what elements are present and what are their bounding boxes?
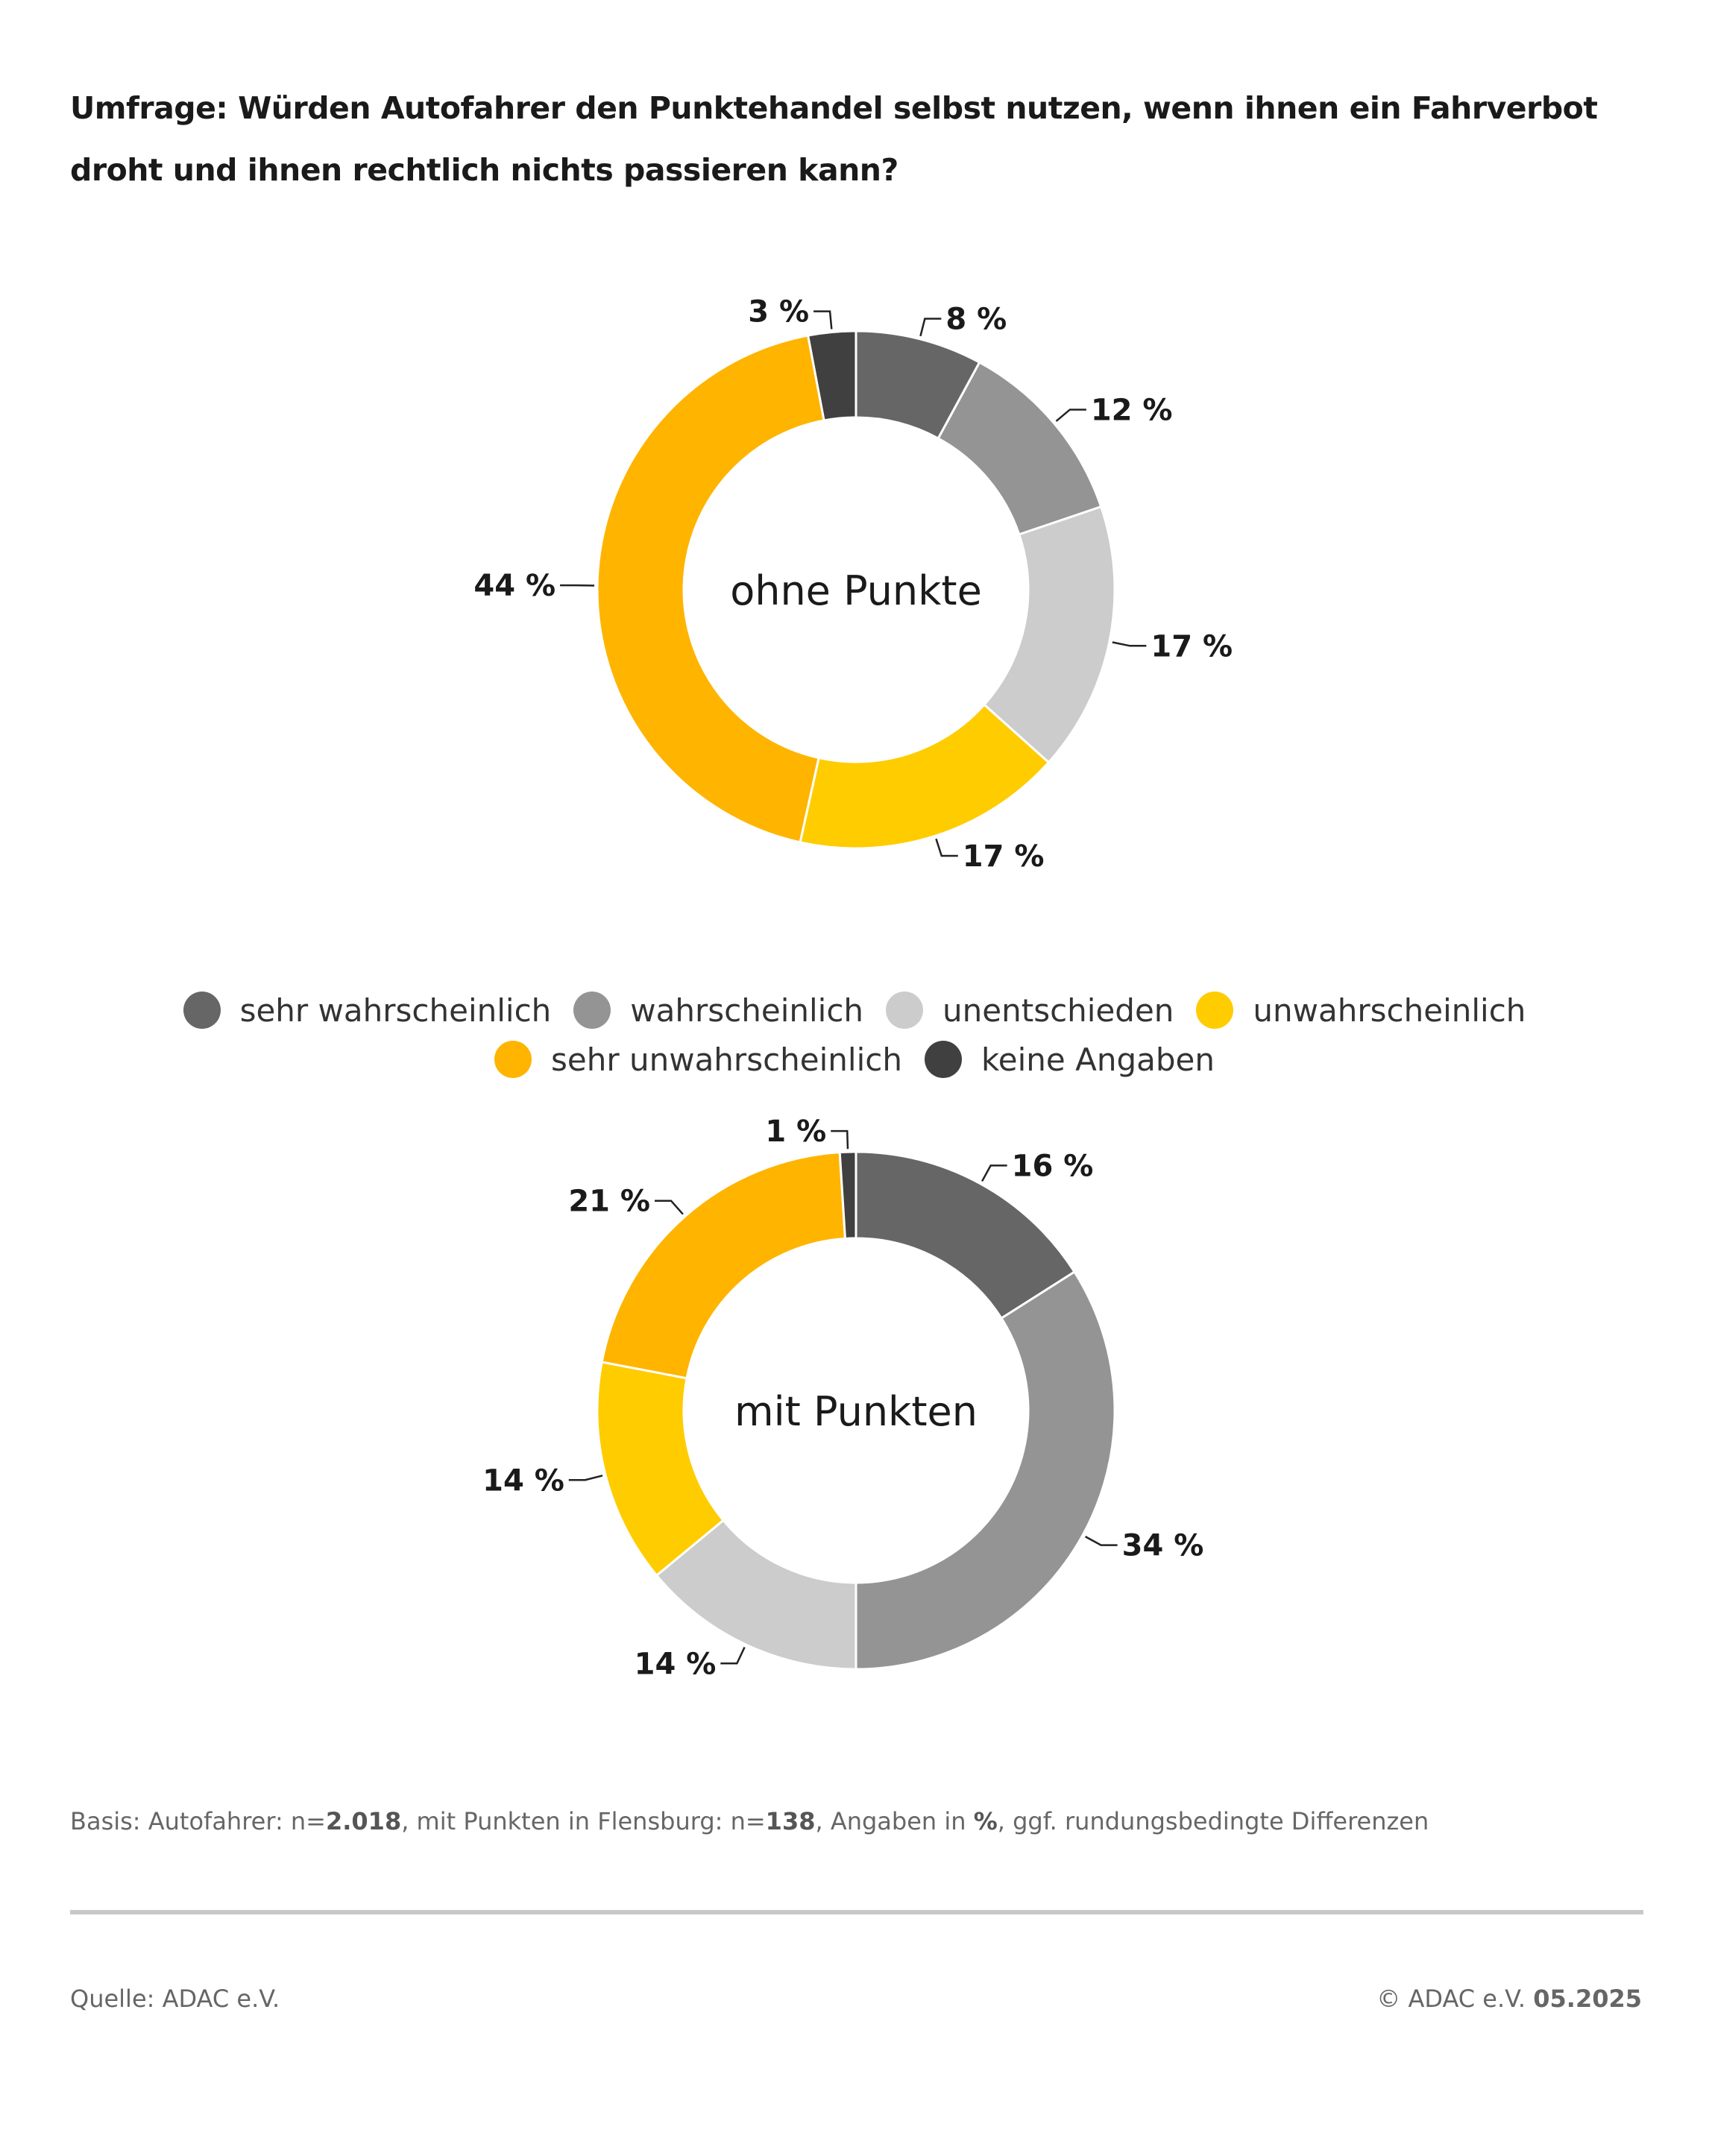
legend-item: keine Angaben [924, 1041, 1215, 1078]
legend-swatch [886, 992, 924, 1029]
donut-slice [596, 334, 825, 844]
leader-line [981, 1164, 1007, 1182]
legend-label: sehr unwahrscheinlich [551, 1041, 902, 1078]
donut-chart-ohne-punkte: 8 % 12 % 17 % 17 % 44 % 3 % ohne Punkte [473, 295, 1233, 874]
donut-slice [838, 1150, 857, 1241]
data-label: 14 % [482, 1463, 564, 1498]
donut-center-label: ohne Punkte [730, 567, 982, 614]
leader-line [568, 1475, 603, 1481]
legend-swatch [183, 992, 221, 1029]
legend-swatch [1196, 992, 1234, 1029]
donut-chart-mit-punkten: 16 % 34 % 14 % 14 % 21 % 1 % mit Punkten [482, 1115, 1204, 1681]
divider [70, 1910, 1643, 1914]
leader-line [831, 1129, 849, 1150]
leader-line [919, 318, 942, 337]
legend-swatch [924, 1041, 962, 1078]
legend-label: sehr wahrscheinlich [239, 992, 552, 1029]
data-label: 3 % [748, 295, 809, 330]
donut-center-label: mit Punkten [734, 1388, 978, 1435]
legend-item: sehr unwahrscheinlich [494, 1041, 902, 1078]
data-label: 16 % [1012, 1149, 1094, 1183]
data-label: 17 % [963, 839, 1045, 874]
data-label: 14 % [635, 1647, 717, 1681]
basis-note: Basis: Autofahrer: n=2.018, mit Punkten … [70, 1807, 1429, 1835]
donut-slice [806, 330, 857, 422]
leader-line [1055, 409, 1086, 422]
donut-slice [854, 1270, 1116, 1671]
data-label: 21 % [568, 1185, 650, 1219]
copyright-note: © ADAC e.V. 05.2025 [1376, 1985, 1642, 2013]
chart-title: Umfrage: Würden Autofahrer den Punktehan… [70, 90, 1598, 188]
data-label: 1 % [765, 1115, 826, 1149]
legend-label: wahrscheinlich [630, 992, 864, 1029]
data-label: 34 % [1122, 1529, 1204, 1563]
source-note: Quelle: ADAC e.V. [70, 1985, 280, 2013]
data-label: 44 % [473, 569, 555, 603]
leader-line [655, 1200, 684, 1215]
legend-swatch [573, 992, 611, 1029]
leader-line [1112, 641, 1147, 647]
legend-swatch [494, 1041, 532, 1078]
legend-item: sehr wahrscheinlich [183, 992, 552, 1029]
legend-item: wahrscheinlich [573, 992, 863, 1029]
legend: sehr wahrscheinlich wahrscheinlich unentsc… [0, 986, 1709, 1084]
leader-line [720, 1647, 746, 1665]
legend-item: unentschieden [886, 992, 1174, 1029]
legend-label: keine Angaben [981, 1041, 1215, 1078]
data-label: 8 % [945, 303, 1007, 337]
legend-label: unwahrscheinlich [1253, 992, 1526, 1029]
legend-label: unentschieden [942, 992, 1174, 1029]
donut-slice [600, 1151, 847, 1380]
leader-line [1084, 1536, 1118, 1546]
data-label: 17 % [1151, 629, 1233, 663]
data-label: 12 % [1091, 393, 1173, 427]
legend-item: unwahrscheinlich [1196, 992, 1526, 1029]
leader-line [813, 310, 833, 330]
leader-line [935, 838, 958, 857]
